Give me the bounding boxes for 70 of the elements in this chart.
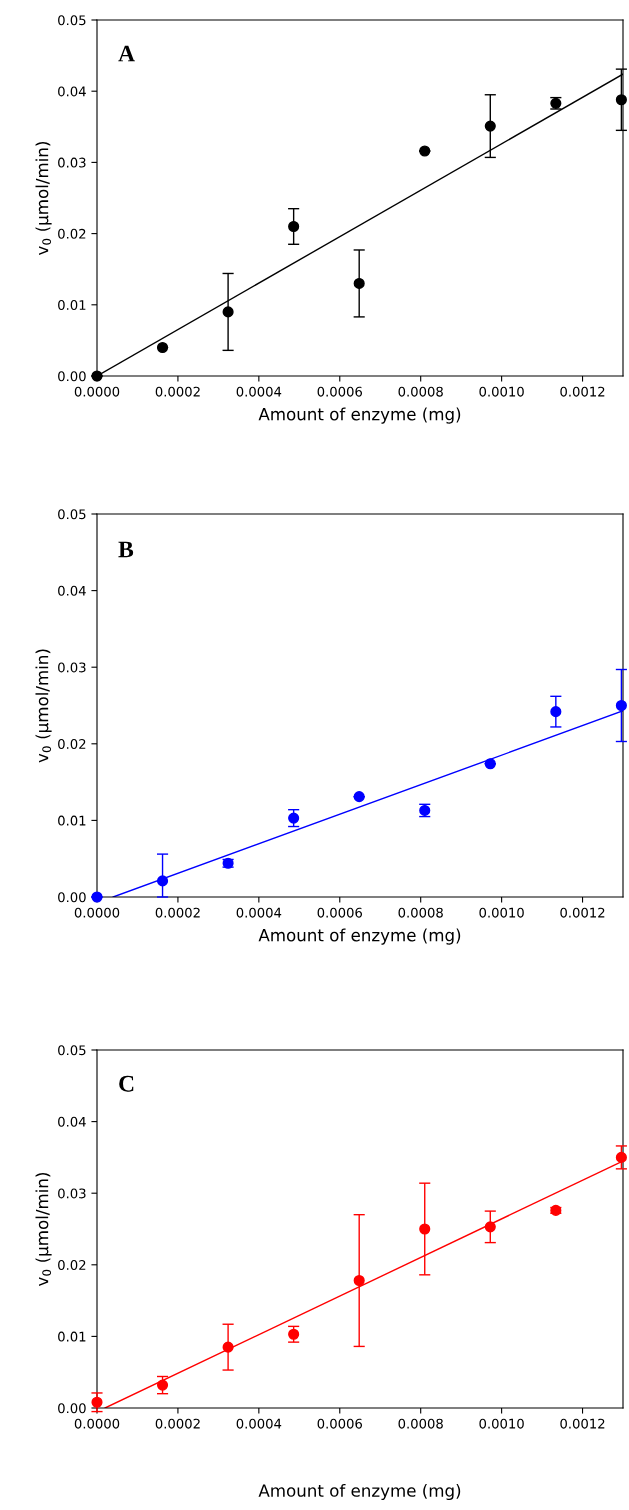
x-tick-label: 0.0002 (155, 1418, 200, 1429)
x-tick-label: 0.0006 (317, 907, 363, 918)
x-tick-label: 0.0002 (155, 907, 200, 918)
x-axis-title: Amount of enzyme (mg) (258, 407, 461, 424)
x-tick-label: 0.0010 (479, 907, 524, 918)
point (156, 1379, 169, 1391)
y-tick-label: 0.00 (58, 892, 86, 903)
point (419, 145, 431, 157)
y-tick-label: 0.02 (58, 739, 86, 749)
x-tick-label: 0.0012 (560, 1418, 605, 1429)
y-tick-label: 0.04 (58, 1116, 86, 1127)
x-tick-label: 0.0000 (74, 386, 120, 397)
x-tick-label: 0.0006 (317, 386, 363, 397)
y-tick-label: 0.01 (58, 815, 86, 826)
point (91, 891, 103, 903)
point (222, 1341, 234, 1353)
x-tick-label: 0.0012 (560, 907, 605, 918)
point (91, 1396, 103, 1408)
y-axis-title: v$_{0}$ (µmol/min) (35, 649, 52, 763)
y-tick-label: 0.00 (58, 1403, 86, 1414)
point (484, 758, 496, 770)
x-tick-label: 0.0010 (479, 1418, 524, 1429)
x-tick-label: 0.0012 (560, 386, 605, 397)
point (615, 94, 627, 106)
point (615, 699, 627, 712)
point (484, 1221, 496, 1233)
x-tick-label: 0.0004 (236, 1418, 282, 1429)
y-tick-label: 0.03 (58, 1188, 86, 1199)
y-tick-label: 0.04 (58, 585, 86, 596)
x-axis-title: Amount of enzyme (mg) (258, 928, 461, 945)
point (288, 812, 300, 824)
x-axis-title: Amount of enzyme (mg) (258, 1483, 461, 1501)
annotation: B (118, 541, 134, 558)
y-tick-label: 0.03 (58, 662, 86, 673)
x-tick-label: 0.0006 (317, 1418, 363, 1429)
point (91, 370, 103, 382)
y-axis-title: v$_{0}$ (µmol/min) (35, 142, 52, 255)
y-tick-label: 0.05 (58, 1045, 86, 1056)
x-tick-label: 0.0002 (155, 386, 200, 397)
annotation: A (118, 45, 135, 62)
x-tick-label: 0.0004 (236, 907, 282, 918)
x-tick-label: 0.0008 (398, 1418, 443, 1429)
y-tick-label: 0.02 (58, 1260, 86, 1270)
annotation: C (119, 1075, 134, 1092)
x-tick-label: 0.0000 (74, 907, 120, 918)
point (156, 875, 169, 887)
x-tick-label: 0.0008 (398, 907, 443, 918)
point (353, 277, 365, 289)
x-tick-label: 0.0008 (398, 386, 443, 397)
point (353, 791, 365, 803)
point (288, 220, 300, 233)
x-tick-label: 0.0010 (479, 386, 524, 397)
point (550, 706, 562, 718)
x-tick-label: 0.0004 (236, 386, 282, 397)
y-tick-label: 0.05 (58, 509, 86, 520)
y-axis-title: v$_{0}$ (µmol/min) (35, 1173, 52, 1286)
y-tick-label: 0.01 (58, 300, 86, 310)
y-tick-label: 0.04 (58, 86, 86, 97)
point (615, 1151, 627, 1163)
point (419, 1223, 431, 1235)
y-tick-label: 0.03 (58, 157, 86, 168)
y-tick-label: 0.02 (58, 228, 86, 239)
y-tick-label: 0.00 (58, 371, 86, 382)
x-tick-label: 0.0000 (74, 1418, 120, 1429)
point (353, 1274, 365, 1287)
point (484, 120, 496, 132)
y-tick-label: 0.05 (58, 15, 86, 26)
point (156, 341, 169, 354)
y-tick-label: 0.01 (58, 1331, 86, 1342)
point (222, 306, 234, 318)
